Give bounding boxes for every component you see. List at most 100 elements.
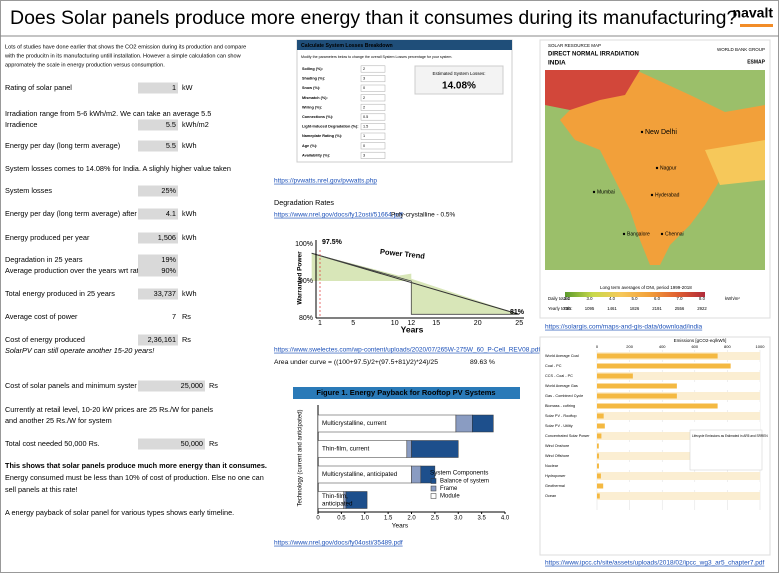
bar-label: Thin-film, [322,493,348,500]
line-text: SolarPV can still operate another 15-20 … [5,346,154,355]
row-band [597,432,760,440]
row-band [597,422,760,430]
link[interactable]: https://www.swelectes.com/wp-content/upl… [274,347,540,354]
bar [597,393,677,399]
row-band [597,482,760,490]
calc-value: 0 [363,144,365,148]
calc-label: Soiling (%): [302,67,323,71]
calc-value: 3 [363,153,365,157]
legend-label: Balance of system [440,479,489,485]
calc-value: 1.5 [363,125,368,129]
x-tick-label: 3.5 [477,516,486,522]
x-tick-label: 800 [724,344,731,349]
unit: kWh [182,209,197,218]
bar [597,473,601,479]
legend-swatch [430,493,437,499]
line-text: Average production over the years wrt ra… [5,266,141,275]
link[interactable]: https://solargis.com/maps-and-gis-data/d… [545,324,703,331]
city-label: Bangalore [627,231,650,237]
map-east [705,140,765,185]
line-text: with the producitn in its manufacturing … [4,53,242,59]
line-text: Energy per day (long term average) [5,141,120,150]
calc-input [360,103,386,111]
calc-input [360,113,386,121]
category-label: Nuclear [545,464,559,468]
city-dot [592,190,596,194]
calc-value: 1 [363,134,365,138]
calc-input [360,75,386,83]
x-tick-label: 15 [432,320,440,327]
calc-label: Snow (%): [302,86,320,90]
unit: kWh [182,233,197,242]
city-label: Mumbai [597,189,615,195]
value: 4.1 [166,209,176,218]
category-label: Wind Onshore [545,444,569,448]
row-band [597,412,760,420]
line-text: Cost of solar panels and minimum syster [5,381,137,390]
value-box [138,232,178,244]
link[interactable]: https://www.nrel.gov/docs/fy12osti/51664… [274,212,403,219]
value-box [138,82,178,94]
calc-value: 2 [363,105,365,109]
calc-input [360,65,386,73]
map-country: INDIA [548,60,566,67]
page-title: Does Solar panels produce more energy th… [10,7,737,29]
calc-title: Calculate System Losses Breakdown [301,43,393,49]
calc-input [360,84,386,92]
bar-segment [455,414,473,433]
map-org: WORLD BANK GROUP [717,47,765,52]
calc-input [360,151,386,159]
x-tick-label: 0 [316,516,320,522]
link[interactable]: https://pvwatts.nrel.gov/pvwatts.php [274,178,377,185]
line-text: Energy produced per year [5,233,90,242]
calc-result: 14.08% [442,81,476,92]
y-tick-label: 80% [299,315,313,322]
legend-value: 2922 [697,306,707,311]
category-label: World Average Gas [545,384,578,388]
bar-label: Multicrystalline, anticipated [322,471,398,478]
value-box [138,334,178,346]
city-label: Chennai [665,231,684,237]
calc-input [360,142,386,150]
calc-value: 2 [363,96,365,100]
x-tick-label: 20 [474,320,482,327]
legend-label: Yearly totals: [548,306,572,311]
calc-label: Light-Induced Degradation (%): [302,125,359,129]
value: 2,36,161 [148,335,176,344]
city-dot [660,232,664,236]
link[interactable]: https://www.nrel.gov/docs/fy04osti/35489… [274,540,403,547]
line-text: Irradience [5,120,37,129]
row-band [597,492,760,500]
legend-value: 7.0 [677,296,684,301]
value: 5.5 [166,141,176,150]
legend-value: 1461 [607,306,617,311]
legend-title: System Components [430,470,488,477]
row-band [597,442,760,450]
unit: Rs [209,439,218,448]
bar [597,483,604,489]
value-box [138,254,178,266]
x-tick-label: 2.0 [407,516,416,522]
annotation: 97.5% [322,239,343,246]
x-tick-label: 4.0 [501,516,510,522]
link[interactable]: https://www.ipcc.ch/site/assets/uploads/… [545,560,765,567]
calc-input [360,123,386,131]
value-box [138,265,178,277]
row-band [597,382,760,390]
bar-label: Thin-film, current [322,446,369,453]
bar [597,403,718,409]
line-text: and another 25 Rs./W for system [5,416,112,425]
map-org: ESMAP [747,59,765,65]
calc-input [360,132,386,140]
value: 33,737 [154,289,176,298]
bar [597,423,605,429]
line-text: Lots of studies have done earlier that s… [5,44,246,50]
x-tick-label: 400 [659,344,666,349]
map-label: SOLAR RESOURCE MAP [548,43,601,48]
x-tick-label: 1000 [756,344,766,349]
legend-label: Module [440,494,460,500]
legend-value: 5.0 [632,296,639,301]
legend-label: Frame [440,486,458,492]
value: 1 [172,83,176,92]
